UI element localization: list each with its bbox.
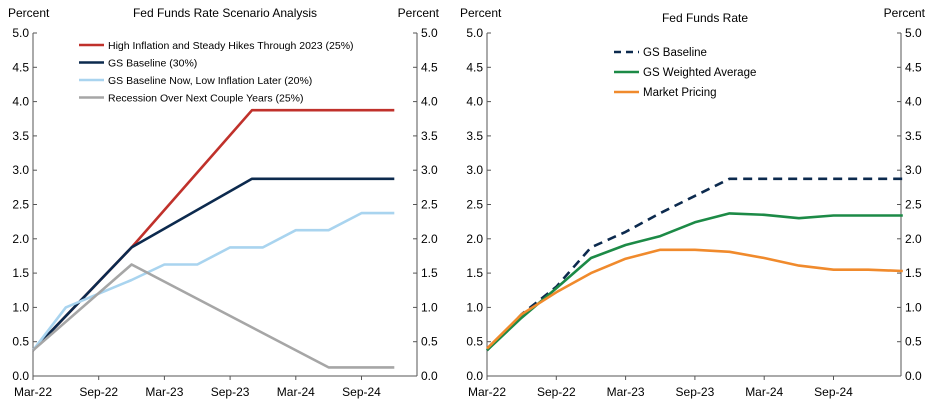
series-line-4 [32,263,395,369]
right-y-tick-label: 1.5 [905,266,922,280]
x-tick-label: Mar-23 [145,385,183,399]
right-y-tick-label: 1.0 [421,300,438,314]
right-y-tick-label: 1.5 [421,266,438,280]
left-y-tick-label: 2.0 [12,232,29,246]
right-y-tick-label: 3.0 [905,163,922,177]
right-y-tick-label: 3.0 [421,163,438,177]
legend-label-1: GS Baseline [643,47,707,59]
right-y-tick-label: 3.5 [905,129,922,143]
left-y-tick-label: 4.0 [466,95,483,109]
right-axis-unit-label: Percent [398,6,440,20]
series-line-1 [32,108,395,352]
right-y-tick-label: 0.5 [421,335,438,349]
left-y-tick-label: 3.5 [466,129,483,143]
right-y-tick-label: 2.0 [905,232,922,246]
left-y-tick-label: 2.5 [466,198,483,212]
right-y-tick-label: 1.0 [905,300,922,314]
left-y-tick-label: 0.0 [12,369,29,383]
right-y-tick-label: 0.0 [905,369,922,383]
left-y-tick-label: 4.5 [466,60,483,74]
left-y-tick-label: 1.0 [12,300,29,314]
series-line-3 [486,248,903,350]
left-y-tick-label: 1.5 [12,266,29,280]
left-y-tick-label: 4.0 [12,95,29,109]
left-y-tick-label: 3.0 [12,163,29,177]
left-y-tick-label: 1.5 [466,266,483,280]
left-y-tick-label: 0.5 [12,335,29,349]
x-tick-label: Mar-24 [277,385,315,399]
legend-label-2: GS Baseline (30%) [108,58,197,70]
x-tick-label: Sep-24 [342,385,381,399]
x-tick-label: Sep-22 [79,385,118,399]
legend-label-4: Recession Over Next Couple Years (25%) [108,93,304,105]
right-y-tick-label: 3.5 [421,129,438,143]
left-y-tick-label: 5.0 [12,26,29,40]
x-tick-label: Mar-22 [468,385,506,399]
series-line-3 [31,211,395,352]
left-y-tick-label: 1.0 [466,300,483,314]
right-y-tick-label: 2.5 [421,198,438,212]
right-y-tick-label: 4.0 [905,95,922,109]
x-tick-label: Mar-22 [14,385,52,399]
right-chart-panel: Fed Funds Rate Percent Percent 0.0 0.0 0.5 0.5… [460,6,926,399]
right-y-tick-label: 5.0 [421,26,438,40]
left-y-tick-label: 5.0 [466,26,483,40]
series-line-2 [32,177,395,352]
right-y-tick-label: 4.5 [421,60,438,74]
left-axis-unit-label: Percent [460,6,502,20]
right-axis-unit-label: Percent [884,6,926,20]
legend-label-2: GS Weighted Average [643,67,756,79]
right-y-tick-label: 4.0 [421,95,438,109]
series-line-1 [486,177,903,352]
right-y-tick-label: 2.5 [905,198,922,212]
legend-label-1: High Inflation and Steady Hikes Through … [108,40,354,52]
left-y-tick-label: 4.5 [12,60,29,74]
x-tick-label: Sep-23 [676,385,715,399]
left-y-tick-label: 3.0 [466,163,483,177]
legend-label-3: GS Baseline Now, Low Inflation Later (20… [108,75,312,87]
left-y-tick-label: 2.0 [466,232,483,246]
left-y-tick-label: 2.5 [12,198,29,212]
right-y-tick-label: 4.5 [905,60,922,74]
x-tick-label: Sep-22 [537,385,576,399]
x-tick-label: Mar-24 [745,385,783,399]
series-line-2 [486,212,903,352]
right-y-tick-label: 0.0 [421,369,438,383]
x-tick-label: Sep-23 [211,385,250,399]
chart-title: Fed Funds Rate Scenario Analysis [133,6,317,20]
left-y-tick-label: 3.5 [12,129,29,143]
x-tick-label: Mar-23 [607,385,645,399]
x-tick-label: Sep-24 [814,385,853,399]
right-y-tick-label: 2.0 [421,232,438,246]
left-y-tick-label: 0.0 [466,369,483,383]
legend-label-3: Market Pricing [643,87,717,99]
right-y-tick-label: 5.0 [905,26,922,40]
chart-title: Fed Funds Rate [662,11,748,25]
right-y-tick-label: 0.5 [905,335,922,349]
left-y-tick-label: 0.5 [466,335,483,349]
left-axis-unit-label: Percent [8,6,50,20]
left-chart-panel: Fed Funds Rate Scenario Analysis Percent P… [8,6,440,399]
